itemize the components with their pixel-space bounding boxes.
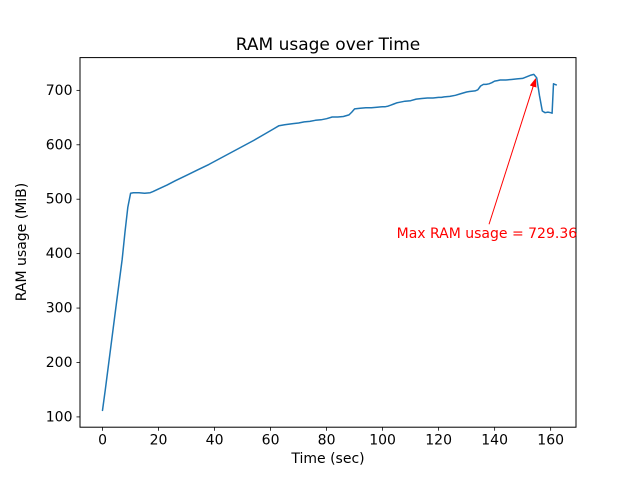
y-tick-label: 700 xyxy=(46,83,73,99)
annotation-text: Max RAM usage = 729.36 xyxy=(397,226,578,242)
x-tick-label: 120 xyxy=(425,433,452,449)
annotation-arrow xyxy=(488,77,537,225)
y-tick-label: 500 xyxy=(46,192,73,208)
x-tick-label: 160 xyxy=(537,433,564,449)
y-tick-label: 300 xyxy=(46,301,73,317)
axis-ticks: 0 20 40 60 80 100 120 140 160 100 200 300 400 500 600 7… xyxy=(46,83,564,449)
max-ram-annotation: Max RAM usage = 729.36 xyxy=(397,77,578,242)
x-tick-label: 80 xyxy=(318,433,336,449)
y-axis-label: RAM usage (MiB) xyxy=(14,183,30,301)
x-tick-label: 20 xyxy=(150,433,168,449)
x-tick-label: 60 xyxy=(262,433,280,449)
plot-border xyxy=(79,57,577,428)
ram-usage-line xyxy=(101,73,558,412)
y-tick-label: 200 xyxy=(46,355,73,371)
y-tick-label: 600 xyxy=(46,137,73,153)
y-tick-label: 400 xyxy=(46,246,73,262)
x-tick-label: 140 xyxy=(481,433,508,449)
x-axis-label: Time (sec) xyxy=(290,451,364,467)
x-tick-label: 0 xyxy=(98,433,107,449)
chart-title: RAM usage over Time xyxy=(236,35,420,55)
x-tick-label: 40 xyxy=(206,433,224,449)
x-tick-label: 100 xyxy=(369,433,396,449)
y-tick-label: 100 xyxy=(46,409,73,425)
